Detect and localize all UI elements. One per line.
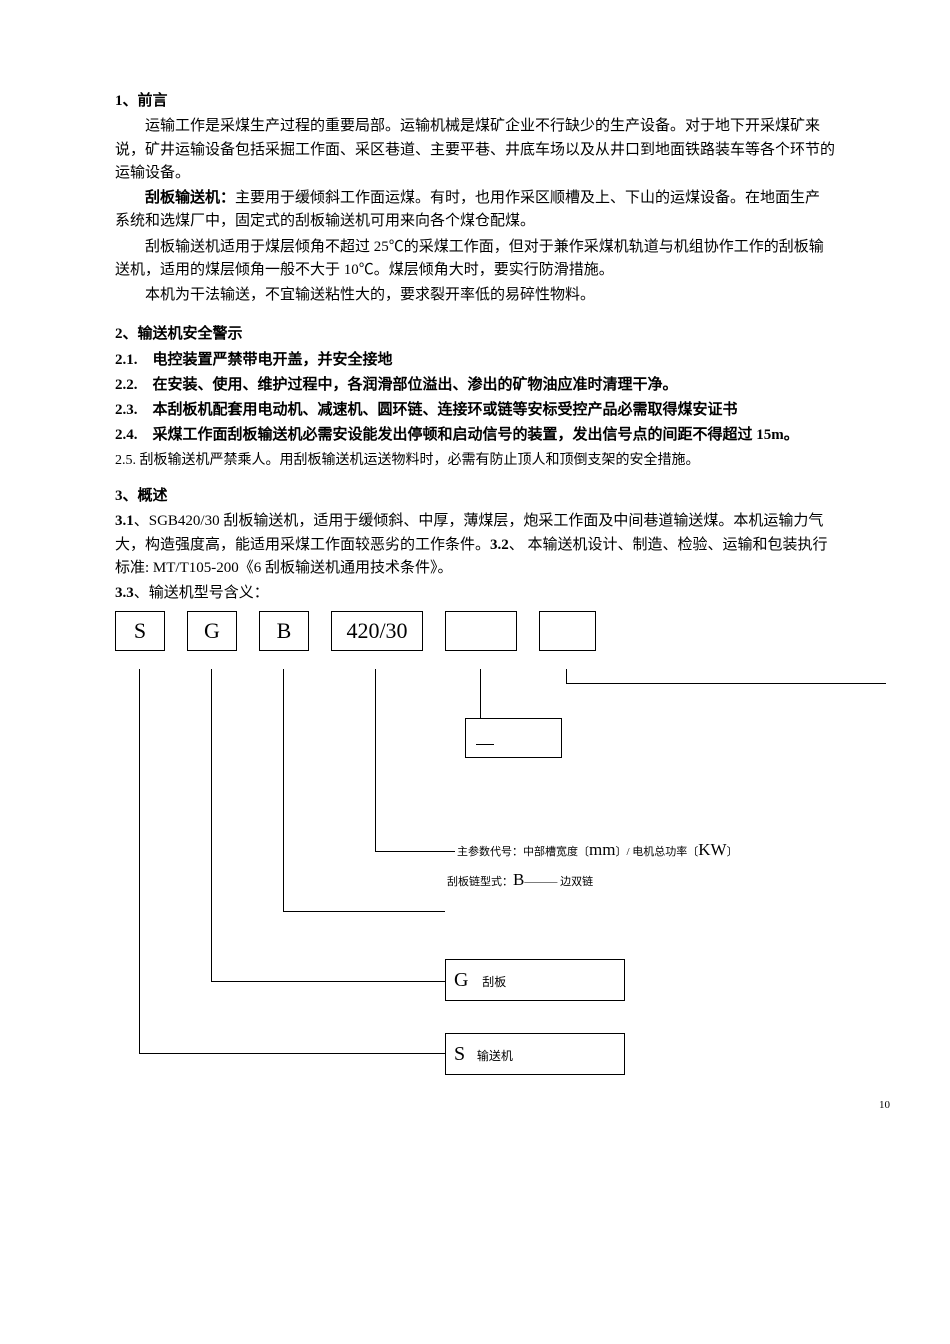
page-number: 10 (879, 1099, 890, 1111)
diagram-label-1d: KW (698, 840, 726, 859)
diagram-hline-to-l2 (283, 911, 445, 912)
s2-item-25: 2.5. 刮板输送机严禁乘人。用刮板输送机运送物料时，必需有防止顶人和顶倒支架的… (115, 450, 835, 472)
diagram-small-box (465, 718, 562, 758)
s3-p33: 3.3、输送机型号含义： (115, 582, 835, 605)
diagram-label-1c: 〕/ 电机总功率〔 (615, 846, 698, 858)
diagram-tick-3 (283, 669, 284, 683)
diagram-label-1e: 〕 (727, 846, 738, 858)
diagram-box-empty2 (539, 611, 596, 651)
diagram-label-4b: 输送机 (477, 1049, 513, 1063)
diagram-vline-1 (139, 683, 140, 1053)
diagram-hline-to-l3 (211, 981, 445, 982)
section-1-heading: 1、前言 (115, 90, 835, 113)
diagram-label-3b: 刮板 (482, 975, 506, 989)
section-2-heading: 2、输送机安全警示 (115, 323, 835, 346)
s3-p31: 3.1、SGB420/30 刮板输送机，适用于缓倾斜、中厚，薄煤层，炮采工作面及… (115, 510, 835, 580)
section-3-heading: 3、概述 (115, 485, 835, 508)
diagram-small-box-inner-line (476, 744, 494, 745)
s1-p1: 运输工作是采煤生产过程的重要局部。运输机械是煤矿企业不行缺少的生产设备。对于地下… (115, 115, 835, 185)
s3-p33-body: 、输送机型号含义： (134, 585, 269, 601)
s2-item-21: 2.1. 电控装置严禁带电开盖，并安全接地 (115, 349, 835, 372)
diagram-box-b: B (259, 611, 309, 651)
diagram-vline-3 (283, 683, 284, 911)
diagram-label-2c: ——— 边双链 (524, 876, 593, 888)
s3-p33-num: 3.3 (115, 585, 134, 601)
diagram-vline-4 (375, 683, 376, 851)
diagram-label-1: 主参数代号：中部槽宽度〔mm〕/ 电机总功率〔KW〕 (457, 837, 738, 863)
diagram-hline-top (566, 683, 886, 684)
s1-p2-lead: 刮板输送机： (145, 190, 235, 206)
diagram-box-empty1 (445, 611, 517, 651)
diagram-g-box: G 刮板 (445, 959, 625, 1001)
diagram-vline-2 (211, 683, 212, 981)
diagram-hline-to-l4 (139, 1053, 445, 1054)
s1-p4: 本机为干法输送，不宜输送粘性大的，要求裂开率低的易碎性物料。 (115, 284, 835, 307)
diagram-label-2: 刮板链型式：B——— 边双链 (447, 867, 593, 893)
s1-p2: 刮板输送机：主要用于缓倾斜工作面运煤。有时，也用作采区顺槽及上、下山的运煤设备。… (115, 187, 835, 234)
diagram-hline-to-l1 (375, 851, 455, 852)
diagram-tick-2 (211, 669, 212, 683)
s2-item-24: 2.4. 采煤工作面刮板输送机必需安设能发出停顿和启动信号的装置，发出信号点的间… (115, 424, 835, 447)
diagram-label-4a: S (454, 1043, 465, 1065)
diagram-label-2b: B (513, 870, 524, 889)
diagram-box-s: S (115, 611, 165, 651)
diagram-tick-5 (480, 669, 481, 683)
diagram-vline-5b (480, 683, 481, 718)
diagram-label-1b: mm (589, 840, 615, 859)
s3-p32-num: 3.2 (490, 537, 509, 553)
diagram-tick-1 (139, 669, 140, 683)
diagram-label-2a: 刮板链型式： (447, 876, 513, 888)
s1-p3: 刮板输送机适用于煤层倾角不超过 25℃的采煤工作面，但对于兼作采煤机轨道与机组协… (115, 236, 835, 283)
diagram-label-3a: G (454, 969, 468, 991)
diagram-tick-6 (566, 669, 567, 683)
document-page: 1、前言 运输工作是采煤生产过程的重要局部。运输机械是煤矿企业不行缺少的生产设备… (0, 0, 950, 1131)
s2-item-22: 2.2. 在安装、使用、维护过程中，各润滑部位溢出、渗出的矿物油应准时清理干净。 (115, 374, 835, 397)
model-code-diagram: S G B 420/30 (115, 611, 835, 1091)
diagram-box-g: G (187, 611, 237, 651)
diagram-tick-4 (375, 669, 376, 683)
diagram-box-42030: 420/30 (331, 611, 423, 651)
diagram-label-1a: 主参数代号：中部槽宽度〔 (457, 846, 589, 858)
s3-p31-num: 3.1 (115, 513, 134, 529)
diagram-s-box: S 输送机 (445, 1033, 625, 1075)
s2-item-23: 2.3. 本刮板机配套用电动机、减速机、圆环链、连接环或链等安标受控产品必需取得… (115, 399, 835, 422)
